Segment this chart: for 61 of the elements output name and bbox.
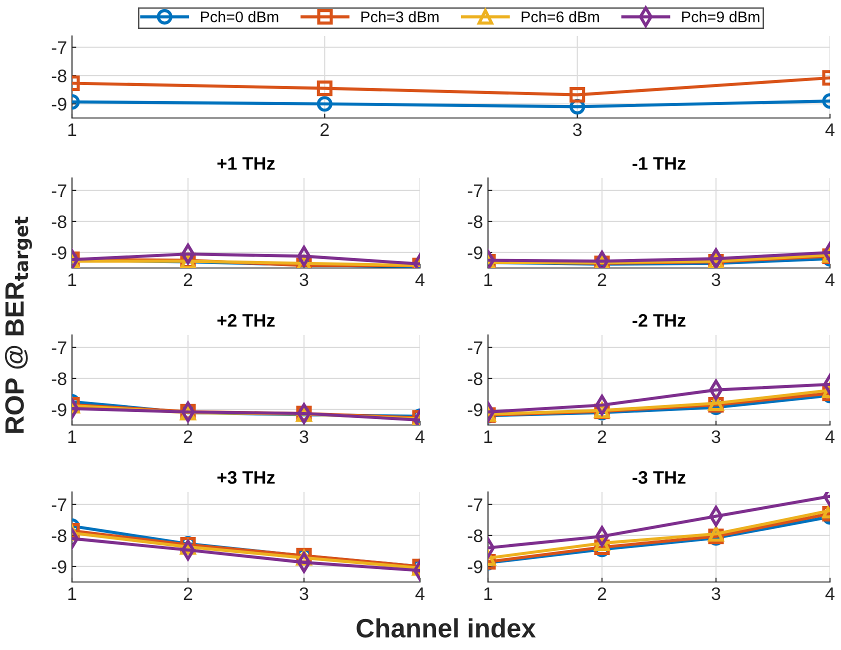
y-tick-label: -7	[52, 498, 66, 511]
x-tick-label: 3	[712, 273, 720, 286]
y-tick-label: -8	[52, 215, 66, 228]
x-tick-label: 2	[598, 587, 606, 600]
legend-label: Pch=0 dBm	[201, 11, 278, 22]
y-tick-label: -8	[52, 70, 66, 82]
y-tick-label: -8	[52, 529, 66, 542]
x-tick-label: 2	[184, 587, 192, 600]
y-tick-label: -7	[468, 342, 482, 354]
chart-title: +2 THz	[217, 314, 275, 327]
x-tick-label: 1	[68, 274, 76, 286]
chart-title: +1 THz	[217, 157, 275, 170]
y-tick-label: -8	[468, 215, 482, 228]
legend-label: Pch=3 dBm	[361, 11, 439, 22]
x-tick-label: 2	[184, 430, 192, 443]
x-tick-label: 1	[484, 274, 492, 286]
legend-label: Pch=6 dBm	[522, 11, 599, 22]
x-tick-label: 4	[415, 588, 424, 600]
x-tick-label: 3	[300, 273, 308, 286]
x-tick-label: 2	[184, 273, 192, 286]
y-tick-label: -8	[468, 529, 482, 542]
x-tick-label: 3	[712, 587, 720, 600]
x-tick-label: 4	[825, 124, 834, 136]
y-tick-label: -9	[52, 403, 66, 416]
y-tick-label: -9	[468, 246, 482, 260]
x-tick-label: 3	[712, 430, 720, 444]
y-tick-label: -9	[52, 98, 66, 111]
x-tick-label: 1	[68, 588, 76, 600]
y-tick-label: -9	[52, 246, 66, 260]
x-tick-label: 4	[415, 274, 424, 286]
y-tick-label: -7	[52, 184, 66, 197]
x-tick-label: 4	[825, 274, 834, 286]
y-tick-label: -7	[468, 184, 482, 197]
x-axis-title: Channel index	[356, 618, 536, 638]
y-tick-label: -8	[468, 372, 482, 386]
x-tick-label: 4	[825, 588, 834, 600]
x-tick-label: 1	[484, 430, 492, 443]
y-tick-label: -9	[468, 560, 482, 574]
x-tick-label: 2	[320, 123, 329, 136]
y-tick-label: -9	[468, 403, 482, 416]
x-tick-label: 2	[598, 273, 606, 286]
x-tick-label: 3	[573, 123, 582, 136]
x-tick-label: 3	[300, 430, 308, 444]
x-tick-label: 1	[68, 430, 76, 443]
x-tick-label: 4	[825, 430, 834, 443]
x-tick-label: 4	[415, 430, 424, 443]
x-tick-label: 3	[300, 587, 308, 600]
legend-label: Pch=9 dBm	[682, 11, 760, 22]
y-tick-label: -8	[52, 372, 66, 386]
y-tick-label: -9	[52, 560, 66, 574]
x-tick-label: 2	[598, 430, 606, 443]
y-tick-label: -7	[52, 41, 66, 54]
chart-title: +3 THz	[217, 471, 275, 484]
y-axis-title: ROP @ BER$_{target}$	[4, 216, 32, 433]
chart-title: -2 THz	[632, 314, 686, 327]
y-tick-label: -7	[468, 498, 482, 511]
x-tick-label: 1	[484, 588, 492, 600]
y-tick-label: -7	[52, 342, 66, 354]
chart-title: -3 THz	[632, 471, 686, 484]
chart-title: -1 THz	[632, 157, 686, 170]
x-tick-label: 1	[68, 124, 76, 136]
